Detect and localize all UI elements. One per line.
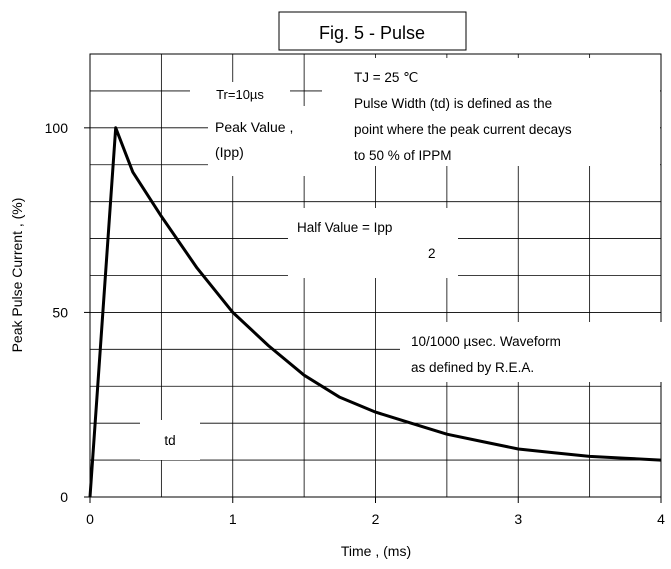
x-tick-label: 2 (372, 511, 380, 527)
annotation-cond-line4: to 50 % of IPPM (354, 148, 452, 163)
y-tick-label: 100 (45, 120, 69, 136)
annotation-peak-line1: Peak Value , (215, 119, 293, 135)
annotation-cond-line2: Pulse Width (td) is defined as the (354, 96, 552, 111)
chart-title: Fig. 5 - Pulse (319, 23, 425, 43)
x-tick-label: 1 (229, 511, 237, 527)
x-axis-label: Time , (ms) (341, 543, 411, 559)
y-axis-label: Peak Pulse Current , (%) (9, 198, 25, 353)
annotation-half-line1: Half Value = Ipp (297, 220, 392, 235)
y-tick-label: 50 (52, 304, 68, 320)
x-tick-label: 3 (514, 511, 522, 527)
annotation-cond-line3: point where the peak current decays (354, 122, 572, 137)
y-tick-label: 0 (60, 489, 68, 505)
annotation-wave-line1: 10/1000 µsec. Waveform (411, 334, 561, 349)
annotation-cond-line1: TJ = 25 ℃ (354, 70, 418, 85)
annotation-half-line2: 2 (428, 246, 436, 261)
annotation-td: td (164, 433, 175, 448)
annotation-tr: Tr=10µs (216, 87, 264, 102)
annotation-wave-line2: as defined by R.E.A. (411, 360, 534, 375)
x-tick-label: 0 (86, 511, 94, 527)
x-tick-label: 4 (657, 511, 665, 527)
annotation-peak-line2: (Ipp) (215, 144, 244, 160)
